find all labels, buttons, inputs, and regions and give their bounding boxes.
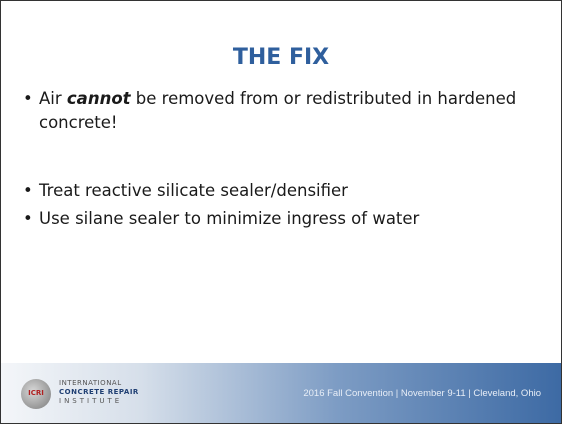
logo-line: CONCRETE REPAIR	[59, 388, 139, 396]
text: Treat reactive silicate sealer/densifier	[39, 181, 348, 200]
logo-initials: ICRI	[28, 389, 44, 397]
logo-text: INTERNATIONAL CONCRETE REPAIR INSTITUTE	[59, 379, 139, 406]
logo-emblem	[21, 379, 51, 409]
bullet-list: Air cannot be removed from or redistribu…	[23, 87, 523, 231]
event-info: 2016 Fall Convention | November 9-11 | C…	[303, 388, 541, 399]
text: be removed from or redistributed in hard…	[39, 89, 517, 132]
footer: ICRI INTERNATIONAL CONCRETE REPAIR INSTI…	[1, 363, 561, 423]
bullet: Use silane sealer to minimize ingress of…	[23, 207, 523, 231]
text: Use silane sealer to minimize ingress of…	[39, 209, 420, 228]
logo-line: INTERNATIONAL	[59, 379, 122, 387]
text: Air	[39, 89, 67, 108]
logo-line: INSTITUTE	[59, 397, 123, 405]
slide-title: THE FIX	[232, 45, 330, 70]
bullet: Air cannot be removed from or redistribu…	[23, 87, 523, 135]
bullet: Treat reactive silicate sealer/densifier	[23, 179, 523, 203]
emphasis: cannot	[66, 89, 131, 108]
